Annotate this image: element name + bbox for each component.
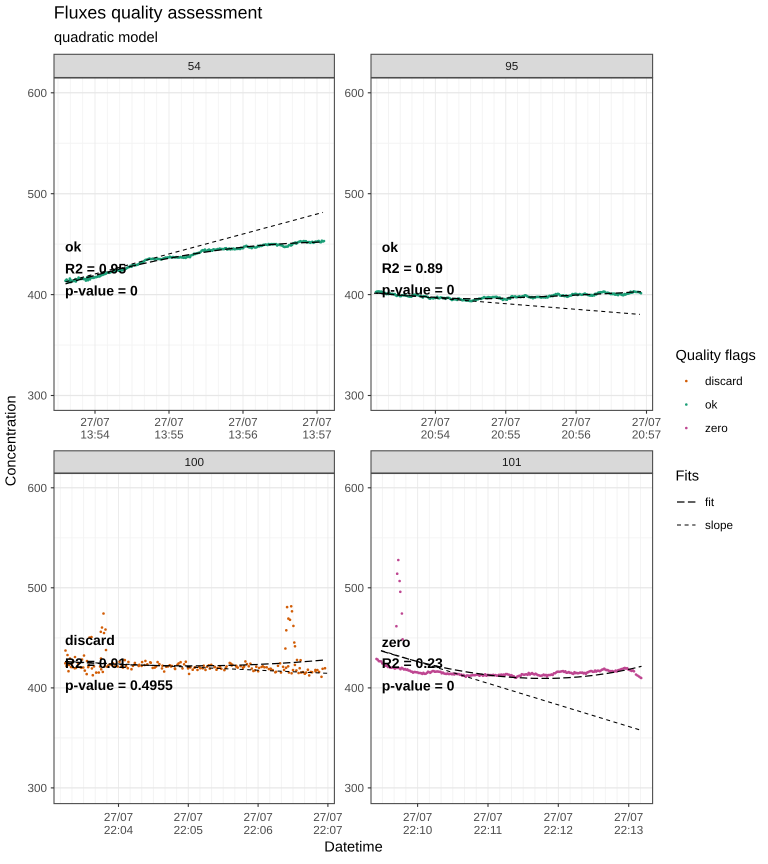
- svg-text:13:57: 13:57: [302, 429, 331, 442]
- svg-text:discard: discard: [65, 632, 115, 648]
- svg-text:500: 500: [344, 582, 364, 595]
- svg-text:22:13: 22:13: [614, 824, 643, 837]
- svg-text:p-value = 0.4955: p-value = 0.4955: [65, 677, 173, 693]
- svg-text:22:10: 22:10: [403, 824, 433, 837]
- svg-text:27/07: 27/07: [104, 811, 133, 824]
- svg-text:Fits: Fits: [676, 469, 700, 485]
- svg-text:27/07: 27/07: [614, 811, 643, 824]
- svg-text:27/07: 27/07: [302, 416, 331, 429]
- svg-text:slope: slope: [705, 519, 733, 532]
- svg-text:27/07: 27/07: [632, 416, 661, 429]
- svg-text:13:55: 13:55: [154, 429, 184, 442]
- svg-text:100: 100: [184, 456, 204, 469]
- svg-text:400: 400: [27, 289, 47, 302]
- svg-text:22:04: 22:04: [104, 824, 134, 837]
- svg-text:500: 500: [344, 188, 364, 201]
- svg-text:ok: ok: [65, 239, 82, 255]
- svg-text:400: 400: [344, 682, 364, 695]
- svg-text:22:11: 22:11: [474, 824, 502, 837]
- svg-text:quadratic model: quadratic model: [54, 30, 158, 46]
- svg-text:zero: zero: [382, 634, 411, 650]
- svg-text:Datetime: Datetime: [324, 840, 382, 856]
- svg-text:22:07: 22:07: [313, 824, 342, 837]
- svg-text:22:06: 22:06: [243, 824, 272, 837]
- svg-text:discard: discard: [705, 375, 743, 388]
- svg-text:27/07: 27/07: [544, 811, 573, 824]
- svg-text:95: 95: [505, 60, 519, 73]
- svg-text:p-value = 0: p-value = 0: [382, 678, 455, 694]
- svg-text:R2 = 0.89: R2 = 0.89: [382, 260, 443, 276]
- svg-text:27/07: 27/07: [243, 811, 272, 824]
- svg-text:zero: zero: [705, 422, 728, 435]
- svg-text:27/07: 27/07: [491, 416, 520, 429]
- svg-text:Quality flags: Quality flags: [676, 348, 756, 364]
- svg-text:400: 400: [344, 289, 364, 302]
- svg-text:300: 300: [27, 390, 47, 403]
- svg-text:p-value = 0: p-value = 0: [382, 282, 455, 298]
- svg-text:500: 500: [27, 188, 47, 201]
- svg-text:Fluxes quality assessment: Fluxes quality assessment: [54, 2, 263, 22]
- svg-text:20:54: 20:54: [421, 429, 451, 442]
- svg-text:600: 600: [27, 87, 47, 100]
- svg-text:20:56: 20:56: [561, 429, 590, 442]
- svg-text:400: 400: [27, 682, 47, 695]
- svg-text:300: 300: [344, 782, 364, 795]
- svg-text:fit: fit: [705, 496, 715, 509]
- svg-text:20:57: 20:57: [632, 429, 661, 442]
- svg-text:27/07: 27/07: [174, 811, 203, 824]
- svg-text:ok: ok: [382, 239, 399, 255]
- svg-text:13:56: 13:56: [228, 429, 257, 442]
- svg-text:54: 54: [188, 60, 202, 73]
- svg-text:300: 300: [344, 390, 364, 403]
- svg-text:27/07: 27/07: [561, 416, 590, 429]
- svg-text:22:05: 22:05: [174, 824, 204, 837]
- svg-text:600: 600: [344, 482, 364, 495]
- svg-text:27/07: 27/07: [473, 811, 502, 824]
- svg-text:27/07: 27/07: [154, 416, 183, 429]
- svg-text:p-value = 0: p-value = 0: [65, 283, 138, 299]
- svg-text:101: 101: [502, 456, 522, 469]
- svg-text:27/07: 27/07: [80, 416, 109, 429]
- svg-text:R2 = 0.01: R2 = 0.01: [65, 655, 126, 671]
- svg-text:600: 600: [27, 482, 47, 495]
- svg-text:R2 = 0.95: R2 = 0.95: [65, 261, 126, 277]
- svg-text:27/07: 27/07: [421, 416, 450, 429]
- svg-text:ok: ok: [705, 399, 718, 412]
- svg-text:27/07: 27/07: [313, 811, 342, 824]
- svg-text:300: 300: [27, 782, 47, 795]
- svg-text:27/07: 27/07: [228, 416, 257, 429]
- svg-text:R2 = 0.23: R2 = 0.23: [382, 655, 443, 671]
- svg-text:13:54: 13:54: [80, 429, 110, 442]
- svg-text:600: 600: [344, 87, 364, 100]
- svg-text:Concentration: Concentration: [3, 395, 19, 486]
- svg-text:27/07: 27/07: [403, 811, 432, 824]
- svg-text:20:55: 20:55: [491, 429, 521, 442]
- svg-text:500: 500: [27, 582, 47, 595]
- svg-text:22:12: 22:12: [544, 824, 573, 837]
